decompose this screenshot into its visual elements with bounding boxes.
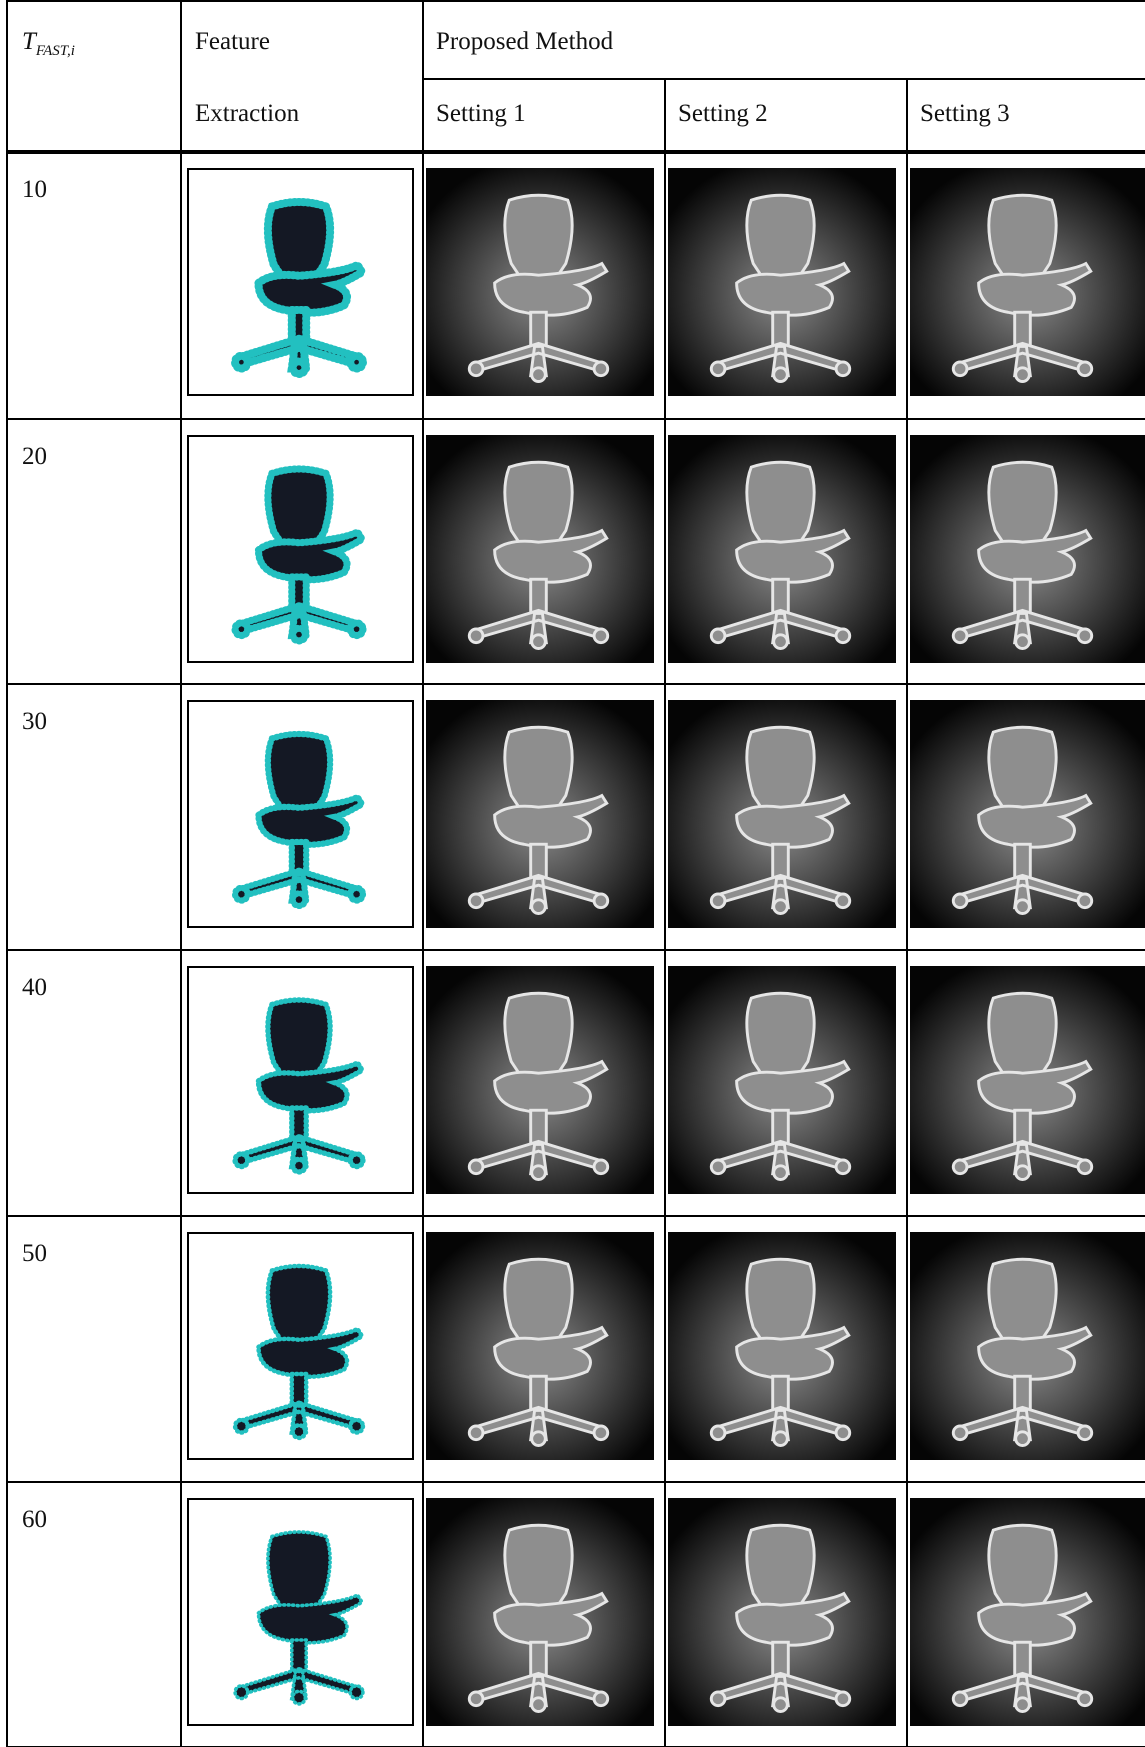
chair-saliency: [910, 435, 1145, 663]
result-image: [668, 966, 896, 1194]
column-rule: [422, 0, 424, 1747]
result-image: [910, 700, 1145, 928]
result-image: [426, 168, 654, 396]
chair-keypoints: [189, 1500, 412, 1724]
feature-image: [187, 966, 414, 1194]
row-rule: [6, 1215, 1145, 1217]
row-rule: [6, 418, 1145, 420]
row-rule: [6, 683, 1145, 685]
result-image: [910, 1498, 1145, 1726]
chair-saliency: [910, 1232, 1145, 1460]
result-image: [910, 966, 1145, 1194]
column-rule: [664, 78, 666, 1747]
feature-image: [187, 168, 414, 396]
chair-saliency: [426, 1232, 654, 1460]
feature-image: [187, 1498, 414, 1726]
setting-header: Setting 2: [678, 100, 768, 127]
setting-header: Setting 1: [436, 100, 526, 127]
threshold-value: 10: [22, 176, 47, 203]
header-rule: [422, 78, 1145, 80]
chair-keypoints: [189, 702, 412, 926]
chair-saliency: [668, 1498, 896, 1726]
chair-saliency: [910, 966, 1145, 1194]
chair-saliency: [426, 700, 654, 928]
feature-image: [187, 1232, 414, 1460]
threshold-value: 40: [22, 974, 47, 1001]
chair-saliency: [668, 168, 896, 396]
result-image: [668, 1232, 896, 1460]
feature-header: Feature: [195, 28, 270, 55]
chair-keypoints: [189, 170, 412, 394]
result-image: [426, 966, 654, 1194]
column-rule: [6, 0, 8, 1747]
chair-keypoints: [189, 437, 412, 661]
chair-saliency: [910, 700, 1145, 928]
result-image: [426, 1498, 654, 1726]
result-image: [910, 1232, 1145, 1460]
row-rule: [6, 949, 1145, 951]
feature-image: [187, 435, 414, 663]
chair-saliency: [668, 966, 896, 1194]
chair-saliency: [426, 435, 654, 663]
chair-keypoints: [189, 1234, 412, 1458]
chair-saliency: [910, 1498, 1145, 1726]
result-image: [910, 168, 1145, 396]
feature-header: Extraction: [195, 100, 300, 127]
subscript: FAST,i: [35, 43, 75, 59]
column-rule: [906, 78, 908, 1747]
chair-keypoints: [189, 968, 412, 1192]
chair-saliency: [668, 435, 896, 663]
header-bottom-rule: [6, 150, 1145, 154]
symbol: T: [22, 28, 36, 55]
threshold-header: TFAST,i: [22, 28, 75, 60]
top-rule: [6, 0, 1145, 2]
result-image: [426, 1232, 654, 1460]
result-image: [668, 435, 896, 663]
result-image: [668, 168, 896, 396]
column-rule: [180, 0, 182, 1747]
threshold-value: 50: [22, 1240, 47, 1267]
chair-saliency: [910, 168, 1145, 396]
threshold-value: 20: [22, 443, 47, 470]
chair-saliency: [426, 1498, 654, 1726]
chair-saliency: [668, 1232, 896, 1460]
threshold-value: 60: [22, 1506, 47, 1533]
setting-header: Setting 3: [920, 100, 1010, 127]
threshold-value: 30: [22, 708, 47, 735]
row-rule: [6, 1481, 1145, 1483]
chair-saliency: [426, 966, 654, 1194]
chair-saliency: [668, 700, 896, 928]
result-image: [668, 700, 896, 928]
feature-image: [187, 700, 414, 928]
method-header: Proposed Method: [436, 28, 614, 55]
result-image: [426, 700, 654, 928]
chair-saliency: [426, 168, 654, 396]
result-image: [668, 1498, 896, 1726]
result-image: [910, 435, 1145, 663]
result-image: [426, 435, 654, 663]
